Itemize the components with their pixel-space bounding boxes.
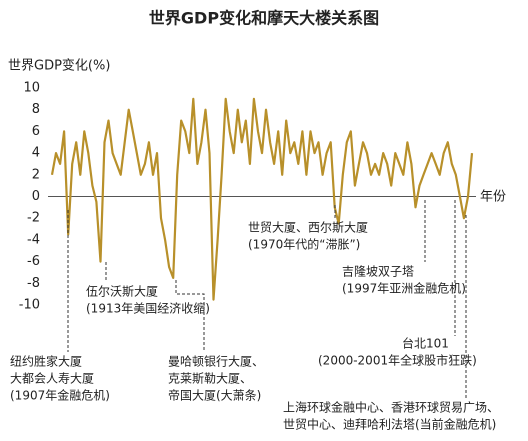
annotation-text: 世贸中心、迪拜哈利法塔(当前金融危机) [283, 417, 496, 432]
y-tick-label: -6 [27, 254, 40, 269]
annotation-text: (1907年金融危机) [10, 388, 110, 403]
y-tick-label: 0 [32, 189, 40, 204]
annotation-text: (1997年亚洲金融危机) [342, 281, 466, 296]
annotation-text: 伍尔沃斯大厦 [86, 284, 158, 299]
x-axis-label: 年份 [480, 190, 506, 205]
y-tick-label: -2 [27, 211, 40, 226]
annotation-text: 上海环球金融中心、香港环球贸易广场、 [283, 400, 499, 415]
y-tick-label: -8 [27, 276, 40, 291]
annotation-text: 曼哈顿银行大厦、 [168, 355, 264, 369]
y-tick-label: 8 [32, 102, 40, 117]
annotation-text: (2000-2001年全球股市狂跌) [318, 353, 477, 368]
y-tick-label: 6 [32, 124, 40, 139]
annotation-text: 纽约胜家大厦 [10, 354, 82, 369]
y-tick-label: -10 [19, 298, 40, 313]
y-tick-label: 10 [23, 81, 40, 96]
y-tick-label: -4 [27, 232, 40, 247]
y-axis-label: 世界GDP变化(%) [8, 58, 110, 74]
annotation-text: 帝国大厦(大萧条) [168, 388, 261, 403]
chart-title: 世界GDP变化和摩天大楼关系图 [149, 9, 379, 28]
y-tick-label: 2 [32, 167, 40, 182]
annotation-text: (1913年美国经济收缩) [86, 301, 210, 316]
annotation-leader [175, 280, 205, 352]
y-tick-label: 4 [32, 146, 40, 161]
gdp-line [50, 97, 474, 301]
annotation-text: (1970年代的“滞胀”) [248, 237, 360, 252]
annotation-text: 台北101 [402, 336, 449, 351]
annotation-text: 世贸大厦、西尔斯大厦 [248, 220, 368, 235]
annotation-text: 吉隆坡双子塔 [342, 264, 414, 279]
annotation-text: 大都会人寿大厦 [10, 372, 94, 386]
annotation-text: 克莱斯勒大厦、 [168, 372, 252, 386]
